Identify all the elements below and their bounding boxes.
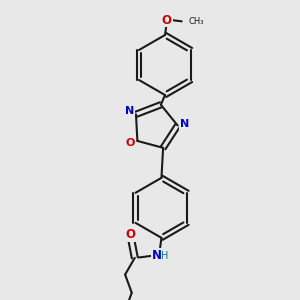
Text: O: O: [162, 14, 172, 26]
Text: O: O: [125, 228, 136, 241]
Text: CH₃: CH₃: [188, 17, 204, 26]
Text: H: H: [161, 251, 169, 261]
Text: N: N: [125, 106, 134, 116]
Text: N: N: [180, 119, 190, 129]
Text: N: N: [152, 249, 161, 262]
Text: O: O: [125, 138, 135, 148]
